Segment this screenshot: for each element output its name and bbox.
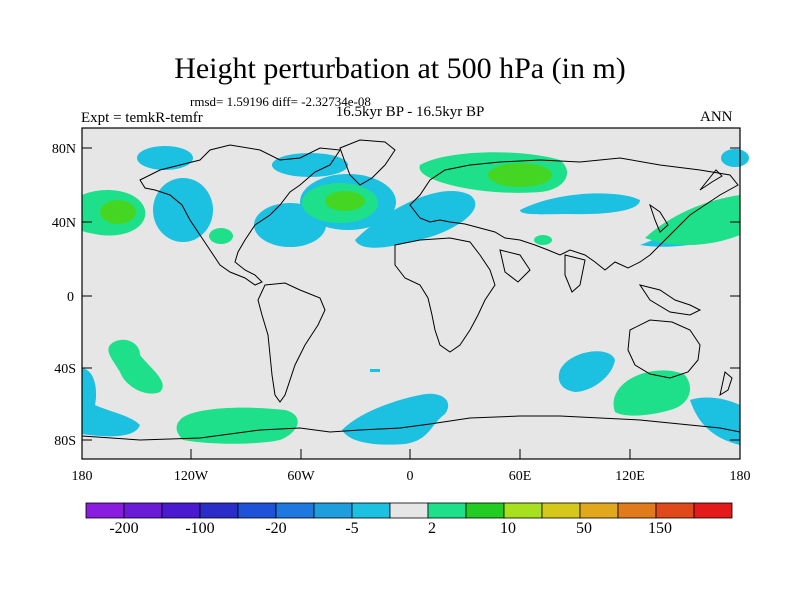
colorbar-swatch — [351, 502, 391, 519]
positive-anomaly-strong — [100, 200, 136, 224]
x-tick-label: 120W — [174, 469, 209, 484]
positive-anomaly — [108, 339, 163, 394]
negative-anomaly — [690, 397, 740, 445]
colorbar-swatch — [465, 502, 505, 519]
y-tick-label: 0 — [67, 290, 74, 305]
negative-anomaly — [137, 146, 193, 170]
colorbar-label: 2 — [428, 520, 436, 537]
positive-anomaly — [645, 195, 740, 246]
map-title: Height perturbation at 500 hPa (in m) — [174, 52, 626, 85]
negative-anomaly — [558, 351, 615, 392]
x-tick-label: 180 — [730, 469, 751, 484]
colorbar-label: 150 — [648, 520, 672, 537]
season-label: ANN — [700, 109, 733, 125]
x-tick-label: 60E — [509, 469, 532, 484]
stats-text: rmsd= 1.59196 diff= -2.32734e-08 — [190, 94, 371, 109]
y-axis — [82, 147, 740, 441]
positive-anomaly — [209, 228, 233, 244]
colorbar-swatch — [237, 502, 277, 519]
negative-anomaly — [520, 193, 640, 215]
map-frame — [81, 127, 741, 460]
positive-anomaly-strong — [325, 191, 365, 211]
negative-anomaly — [721, 149, 749, 167]
colorbar-swatch — [617, 502, 657, 519]
y-tick-label: 40N — [52, 216, 76, 231]
y-tick-label: 40S — [54, 362, 76, 377]
y-tick-label: 80S — [54, 434, 76, 449]
colorbar-label: -20 — [265, 520, 286, 537]
positive-anomaly — [176, 407, 298, 444]
period-label: 16.5kyr BP - 16.5kyr BP — [335, 104, 485, 120]
colorbar-swatch — [541, 502, 581, 519]
colorbar-label: 50 — [576, 520, 592, 537]
colorbar-swatch — [389, 502, 429, 519]
colorbar-swatch — [427, 502, 467, 519]
x-axis — [81, 449, 741, 459]
negative-anomaly — [370, 369, 380, 372]
colorbar-swatch — [199, 502, 239, 519]
colorbar-swatch — [85, 502, 125, 519]
colorbar-swatch — [123, 502, 163, 519]
negative-anomaly — [355, 191, 476, 248]
negative-anomaly — [272, 153, 348, 177]
positive-anomaly-strong — [488, 163, 552, 187]
negative-anomaly — [153, 178, 213, 242]
x-tick-label: 60W — [287, 469, 315, 484]
colorbar-swatch — [655, 502, 695, 519]
positive-fill-layer — [82, 152, 740, 444]
colorbar-swatch — [161, 502, 201, 519]
coastlines — [81, 139, 741, 441]
colorbar-label: 10 — [500, 520, 516, 537]
positive-anomaly — [534, 235, 552, 245]
colorbar-swatch — [693, 502, 733, 519]
colorbar-label: -100 — [185, 520, 214, 537]
x-tick-label: 120E — [615, 469, 645, 484]
colorbar — [85, 502, 733, 519]
x-tick-label: 0 — [407, 469, 414, 484]
x-tick-label: 180 — [72, 469, 93, 484]
y-tick-label: 80N — [52, 142, 76, 157]
colorbar-swatch — [275, 502, 315, 519]
colorbar-swatch — [313, 502, 353, 519]
colorbar-label: -200 — [109, 520, 138, 537]
negative-anomaly — [342, 393, 449, 445]
experiment-label: Expt = temkR-temfr — [81, 110, 203, 126]
positive-anomaly — [613, 370, 690, 416]
colorbar-swatch — [503, 502, 543, 519]
colorbar-label: -5 — [345, 520, 358, 537]
negative-anomaly — [82, 368, 140, 437]
colorbar-swatch — [579, 502, 619, 519]
